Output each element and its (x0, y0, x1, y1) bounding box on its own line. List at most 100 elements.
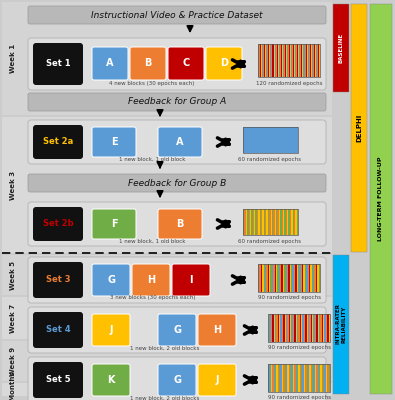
Bar (286, 127, 287, 153)
Bar (243, 209, 298, 235)
Bar (298, 264, 299, 292)
Bar (287, 209, 288, 235)
Bar (305, 364, 307, 392)
Bar (319, 264, 320, 292)
Bar (320, 314, 322, 342)
Bar (289, 44, 290, 77)
Text: K: K (107, 375, 115, 385)
Bar (283, 314, 284, 342)
Bar (291, 264, 292, 292)
Text: D: D (220, 58, 228, 68)
Bar (257, 209, 258, 235)
Bar (297, 44, 298, 77)
Bar (269, 314, 271, 342)
Bar (289, 314, 290, 342)
Bar (280, 264, 281, 292)
Text: 60 randomized epochs: 60 randomized epochs (239, 156, 301, 162)
FancyBboxPatch shape (158, 364, 196, 396)
Bar (268, 314, 269, 342)
Bar (268, 364, 269, 392)
Bar (277, 127, 279, 153)
Bar (309, 314, 311, 342)
Bar (273, 314, 275, 342)
Bar (318, 44, 319, 77)
Bar (271, 364, 272, 392)
Bar (272, 127, 273, 153)
Bar (269, 44, 271, 77)
Bar (288, 44, 289, 77)
Bar (324, 364, 326, 392)
Bar (301, 314, 303, 342)
Bar (272, 314, 273, 342)
Bar (323, 364, 324, 392)
FancyBboxPatch shape (130, 47, 166, 80)
Bar (308, 314, 309, 342)
Bar (304, 364, 305, 392)
Bar (263, 264, 265, 292)
Bar (262, 44, 263, 77)
Bar (294, 209, 295, 235)
Bar (305, 44, 306, 77)
FancyBboxPatch shape (28, 307, 326, 353)
Bar (247, 209, 248, 235)
Bar (317, 264, 319, 292)
Bar (297, 264, 298, 292)
Bar (313, 44, 314, 77)
Bar (319, 314, 320, 342)
Bar (290, 44, 291, 77)
Bar (286, 209, 287, 235)
Text: Set 5: Set 5 (46, 376, 70, 384)
Bar (286, 364, 287, 392)
Bar (333, 4, 349, 92)
Bar (307, 44, 308, 77)
Bar (251, 209, 253, 235)
Bar (301, 44, 303, 77)
Bar (275, 127, 276, 153)
Text: J: J (215, 375, 219, 385)
Bar (304, 314, 305, 342)
Bar (290, 314, 292, 342)
Text: 4 new blocks (30 epochs each): 4 new blocks (30 epochs each) (109, 82, 195, 86)
Bar (279, 209, 280, 235)
Bar (268, 264, 269, 292)
Bar (282, 209, 283, 235)
Bar (261, 209, 262, 235)
FancyBboxPatch shape (28, 6, 326, 24)
FancyBboxPatch shape (33, 362, 83, 398)
Bar (286, 264, 287, 292)
Bar (268, 127, 269, 153)
Bar (277, 209, 279, 235)
Text: 1 new block, 1 old block: 1 new block, 1 old block (119, 156, 185, 162)
Bar (291, 44, 292, 77)
Bar (273, 44, 275, 77)
Bar (284, 364, 286, 392)
Bar (306, 264, 308, 292)
Bar (280, 314, 282, 342)
Bar (276, 209, 277, 235)
Bar (314, 364, 315, 392)
Bar (271, 209, 272, 235)
Text: G: G (107, 275, 115, 285)
Bar (288, 209, 290, 235)
Bar (316, 314, 318, 342)
Bar (293, 364, 294, 392)
Bar (267, 44, 268, 77)
Bar (257, 127, 258, 153)
Text: 1 new block, 2 old blocks: 1 new block, 2 old blocks (130, 346, 200, 350)
Bar (316, 364, 318, 392)
Bar (295, 264, 297, 292)
Bar (283, 364, 284, 392)
Bar (292, 44, 293, 77)
Bar (289, 364, 290, 392)
FancyBboxPatch shape (172, 264, 210, 296)
Bar (260, 209, 261, 235)
Bar (323, 314, 324, 342)
Bar (282, 314, 283, 342)
Text: LONG-TERM FOLLOW-UP: LONG-TERM FOLLOW-UP (378, 157, 384, 241)
Bar (266, 264, 268, 292)
Bar (265, 44, 266, 77)
Bar (290, 264, 291, 292)
Bar (2, 297, 332, 339)
Bar (2, 383, 332, 396)
Text: J: J (109, 325, 113, 335)
